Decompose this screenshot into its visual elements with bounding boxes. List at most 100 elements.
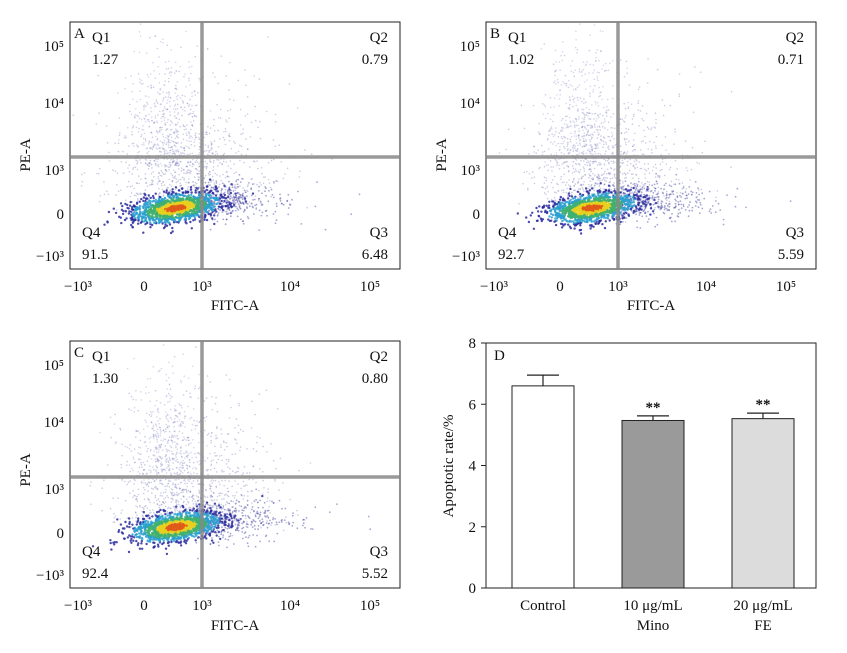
event-dot	[208, 173, 210, 175]
event-dot	[210, 229, 212, 231]
event-dot	[171, 210, 173, 212]
event-dot	[159, 82, 161, 84]
event-dot	[145, 159, 147, 161]
event-dot	[644, 212, 646, 214]
event-dot	[267, 200, 269, 202]
event-dot	[636, 187, 638, 189]
event-dot	[656, 217, 658, 219]
event-dot	[178, 207, 180, 209]
event-dot	[665, 198, 667, 200]
event-dot	[275, 114, 277, 116]
event-dot	[559, 165, 561, 167]
event-dot	[704, 141, 706, 143]
event-dot	[145, 138, 147, 140]
event-dot	[665, 149, 667, 151]
event-dot	[164, 142, 166, 144]
event-dot	[567, 143, 569, 145]
event-dot	[178, 168, 180, 170]
event-dot	[173, 217, 175, 219]
event-dot	[674, 128, 676, 130]
x-tick-a-4: 10⁵	[360, 279, 380, 295]
event-dot	[651, 185, 653, 187]
event-dot	[595, 60, 597, 62]
event-dot	[239, 185, 241, 187]
event-dot	[178, 174, 180, 176]
event-dot	[177, 159, 179, 161]
event-dot	[683, 185, 685, 187]
event-dot	[561, 138, 563, 140]
event-dot	[287, 194, 289, 196]
event-dot	[136, 101, 138, 103]
event-dot	[561, 164, 563, 166]
event-dot	[654, 207, 656, 209]
event-dot	[158, 164, 160, 166]
event-dot	[259, 210, 261, 212]
event-dot	[666, 199, 668, 201]
event-dot	[159, 131, 161, 133]
event-dot	[625, 108, 627, 110]
event-dot	[188, 178, 190, 180]
event-dot	[648, 168, 650, 170]
event-dot	[173, 203, 175, 205]
event-dot	[170, 49, 172, 51]
event-dot	[526, 171, 528, 173]
event-dot	[144, 104, 146, 106]
event-dot	[626, 131, 628, 133]
event-dot	[243, 211, 245, 213]
event-dot	[185, 211, 187, 213]
event-dot	[129, 111, 131, 113]
event-dot	[148, 217, 150, 219]
event-dot	[544, 182, 546, 184]
event-dot	[656, 136, 658, 138]
event-dot	[169, 101, 171, 103]
event-dot	[135, 195, 137, 197]
event-dot	[636, 192, 638, 194]
event-dot	[232, 210, 234, 212]
event-dot	[602, 126, 604, 128]
event-dot	[268, 179, 270, 181]
event-dot	[255, 195, 257, 197]
event-dot	[698, 194, 700, 196]
event-dot	[156, 101, 158, 103]
event-dot	[641, 215, 643, 217]
event-dot	[147, 213, 149, 215]
event-dot	[164, 226, 166, 228]
event-dot	[163, 202, 165, 204]
event-dot	[183, 125, 185, 127]
event-dot	[199, 149, 201, 151]
event-dot	[575, 149, 577, 151]
event-dot	[679, 212, 681, 214]
event-dot	[612, 177, 614, 179]
event-dot	[191, 227, 193, 229]
event-dot	[205, 131, 207, 133]
event-dot	[219, 162, 221, 164]
event-dot	[131, 206, 133, 208]
event-dot	[214, 212, 216, 214]
event-dot	[657, 201, 659, 203]
event-dot	[592, 163, 594, 165]
event-dot	[258, 229, 260, 231]
event-dot	[176, 132, 178, 134]
event-dot	[683, 204, 685, 206]
event-dot	[604, 137, 606, 139]
event-dot	[162, 142, 164, 144]
event-dot	[206, 211, 208, 213]
event-dot	[194, 145, 196, 147]
event-dot	[668, 209, 670, 211]
event-dot	[575, 88, 577, 90]
event-dot	[112, 169, 114, 171]
event-dot	[620, 171, 622, 173]
event-dot	[132, 83, 134, 85]
event-dot	[204, 161, 206, 163]
event-dot	[547, 170, 549, 172]
event-dot	[148, 165, 150, 167]
event-dot	[170, 134, 172, 136]
event-dot	[159, 214, 161, 216]
event-dot	[115, 170, 117, 172]
event-dot	[158, 188, 160, 190]
event-dot	[674, 198, 676, 200]
event-dot	[647, 211, 649, 213]
event-dot	[164, 184, 166, 186]
event-dot	[709, 191, 711, 193]
event-dot	[608, 109, 610, 111]
